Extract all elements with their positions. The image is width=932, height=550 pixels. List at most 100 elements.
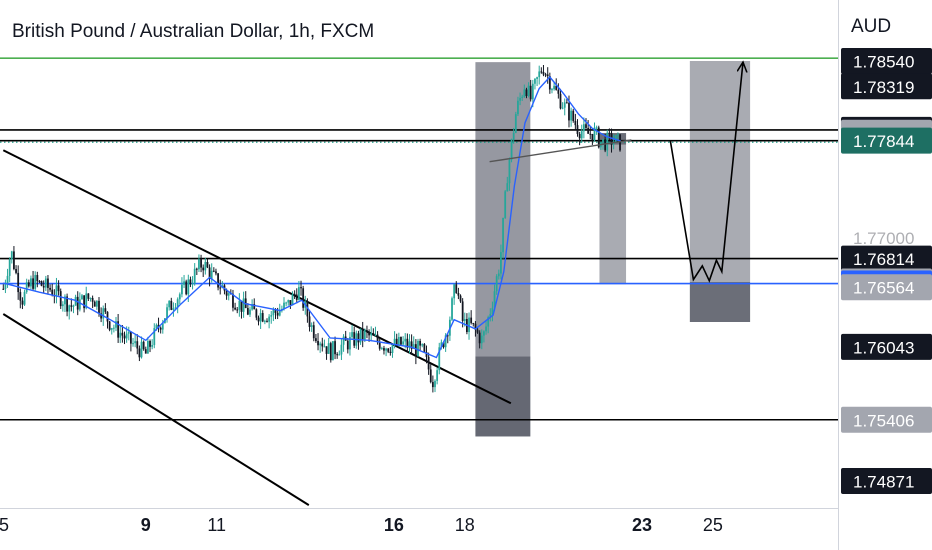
candle-body [506,183,509,192]
candle-body [210,270,213,279]
candle-body [219,287,222,289]
candle-body [144,349,147,354]
candle-body [368,331,370,336]
candle-body [610,133,613,145]
candle-body [414,344,417,357]
candle-body [78,299,81,310]
price-scale[interactable]: 1.785401.783191.779381.779131.778441.770… [841,48,932,494]
candle-body [127,331,130,334]
candle-body [417,340,419,357]
candle-body [151,345,154,347]
candle-body [593,127,596,141]
candle-body [514,114,517,133]
candle-body [115,321,117,328]
candle-body [300,287,302,289]
candle-body [38,281,41,283]
candle-body [17,272,20,293]
candle-body [295,294,298,300]
candle-body [536,77,538,79]
candle-body [40,281,43,286]
candle-body [123,335,126,339]
candle-body [136,341,139,349]
candle-body [561,107,564,109]
candle-body [468,317,470,333]
candle-body [297,287,300,300]
candle-body [64,296,66,305]
candle-body [346,340,349,350]
time-tick-label: 9 [141,515,151,535]
candle-body [444,335,447,348]
price-label-bg [841,274,932,301]
candle-body [491,307,494,314]
candle-body [470,317,473,324]
candle-body [121,332,124,336]
candle-body [225,290,228,296]
candle-body [202,267,205,271]
candle-body [383,348,385,351]
candle-body [555,85,558,90]
candle-body [357,333,360,343]
candle-body [523,89,526,97]
candle-body [440,342,443,348]
candle-body [402,341,405,345]
candle-body [251,304,254,310]
candle-body [57,285,60,292]
price-label-bg [841,245,932,272]
candle-body [138,348,141,358]
candle-body [385,348,387,351]
price-label-bg [841,73,932,100]
zone-rect-4[interactable] [689,61,751,282]
candle-body [400,336,402,345]
currency-label: AUD [851,16,892,37]
candle-body [606,132,609,151]
candle-body [308,316,311,327]
candle-body [51,289,54,296]
candle-body [93,301,96,307]
candle-body [568,102,570,121]
trend-line-0[interactable] [2,149,512,405]
candle-body [240,300,243,312]
candle-body [236,309,239,311]
time-axis[interactable]: 5 9 11 16 18 23 25 [0,515,723,535]
candle-body [404,338,407,342]
candle-body [132,343,134,345]
price-label: 1.78319 [853,78,914,97]
trend-line-1[interactable] [2,313,310,507]
projection-path[interactable] [669,62,743,283]
zone-rect-1[interactable] [475,356,531,437]
candle-body [198,259,200,270]
candle-body [517,100,519,115]
candle-body [215,271,217,274]
candle-body [476,329,479,333]
zone-rect-0[interactable] [475,62,531,357]
candle-body [95,300,98,307]
zone-rect-2[interactable] [599,133,627,285]
candle-body [329,343,332,361]
candle-body [217,273,219,288]
candle-body [531,83,534,100]
candle-body [366,330,368,332]
candle-body [315,338,317,341]
candle-body [129,331,132,344]
candle-body [119,332,122,338]
zone-rect-5[interactable] [689,281,751,322]
candle-body [142,341,145,350]
candle-body [181,284,183,295]
candle-body [423,344,426,352]
candle-body [112,327,115,329]
candle-body [574,120,577,126]
candle-body [446,335,449,337]
time-tick-label: 18 [455,515,475,535]
candle-body [395,338,398,345]
candle-body [548,76,551,90]
short-trend-line[interactable] [489,139,632,163]
candle-body [178,294,181,300]
candle-body [227,293,230,296]
candle-body [257,317,260,322]
candle-body [49,287,51,290]
candle-body [459,295,462,302]
time-tick-label: 5 [0,515,9,535]
candle-body [451,298,453,320]
candle-body [342,336,345,345]
